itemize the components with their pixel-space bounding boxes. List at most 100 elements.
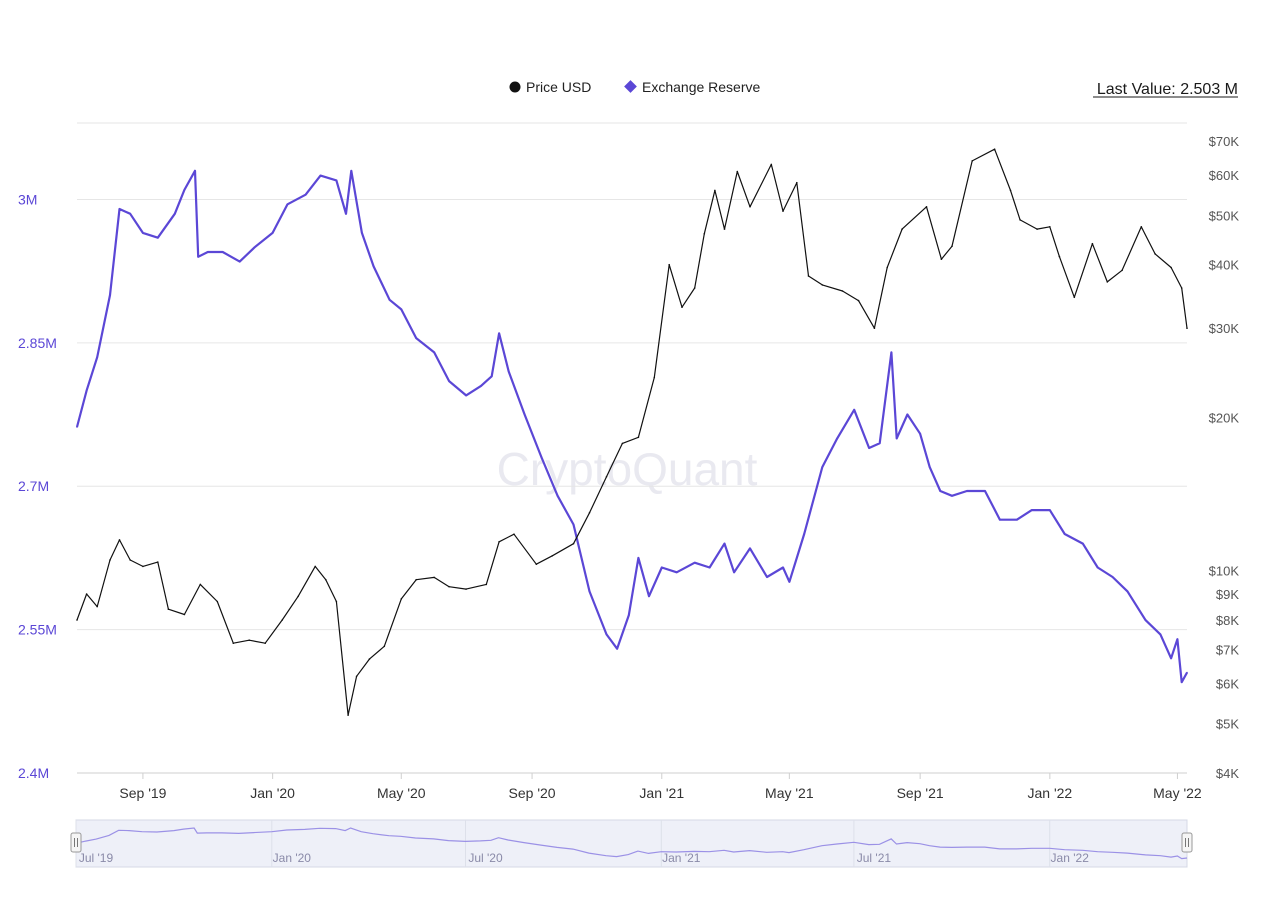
price-usd-point [355, 675, 358, 678]
exchange-reserve-point [895, 437, 898, 440]
price-usd-point [749, 206, 751, 208]
price-usd-line[interactable] [76, 148, 1188, 716]
y-right-tick-label: $6K [1216, 676, 1239, 691]
legend[interactable]: Price USD Exchange Reserve [509, 79, 761, 95]
exchange-reserve-point [1170, 657, 1172, 660]
exchange-reserve-point [448, 380, 450, 382]
exchange-reserve-point [118, 208, 121, 210]
exchange-reserve-point [836, 437, 838, 440]
price-usd-point [807, 275, 810, 277]
exchange-reserve-point [628, 614, 630, 617]
price-usd-point [448, 585, 450, 588]
series-price-usd[interactable] [76, 148, 1188, 716]
exchange-reserve-point [304, 193, 307, 196]
navigator-handle-right[interactable] [1181, 832, 1193, 853]
y-right-tick-label: $70K [1209, 134, 1240, 149]
x-axis: Sep '19 Jan '20 May '20 Sep '20 Jan '21 May '… [119, 773, 1202, 801]
last-value-readout[interactable]: Last Value: 2.503 M [1093, 81, 1238, 98]
exchange-reserve-point [1144, 619, 1147, 621]
price-usd-point [248, 639, 250, 641]
exchange-reserve-point [523, 413, 526, 416]
price-usd-point [335, 600, 338, 603]
exchange-reserve-point [361, 232, 363, 234]
exchange-reserve-point [85, 389, 88, 392]
exchange-reserve-point [221, 251, 224, 253]
price-usd-point [76, 619, 78, 621]
price-usd-point [325, 578, 327, 581]
exchange-reserve-point [157, 236, 159, 239]
price-usd-point [951, 245, 953, 247]
price-usd-point [297, 595, 299, 598]
exchange-reserve-point [821, 466, 824, 468]
y-left-tick-label: 2.4M [18, 765, 49, 781]
price-usd-point [993, 148, 996, 150]
price-usd-point [605, 476, 608, 478]
grid-lines [77, 122, 1187, 774]
watermark-text: CryptoQuant [497, 443, 758, 495]
exchange-reserve-point [433, 351, 436, 354]
x-tick-label: Sep '19 [119, 785, 166, 801]
exchange-reserve-point [142, 232, 144, 234]
exchange-reserve-line[interactable] [75, 169, 1188, 684]
y-left-tick-label: 2.7M [18, 478, 49, 494]
exchange-reserve-point [1031, 509, 1033, 511]
navigator-handle-left[interactable] [70, 832, 82, 853]
handle-right-box[interactable] [1181, 832, 1193, 853]
y-left-tick-label: 2.55M [18, 622, 57, 638]
price-usd-point [1180, 287, 1183, 289]
navigator-tick-label: Jan '20 [273, 851, 312, 865]
handle-left-box[interactable] [70, 832, 82, 853]
price-usd-point [736, 170, 739, 173]
series-exchange-reserve[interactable] [75, 169, 1188, 684]
price-usd-point [668, 263, 670, 266]
exchange-reserve-point [878, 442, 881, 445]
exchange-reserve-point [766, 576, 768, 578]
series-group[interactable] [75, 148, 1188, 716]
last-value-text: Last Value: 2.503 M [1097, 81, 1238, 98]
price-usd-point [971, 160, 973, 162]
exchange-reserve-point [906, 413, 909, 416]
price-usd-point [485, 583, 488, 586]
y-axis-right: $4K $5K $6K $7K $8K $9K $10K $20K $30K $40K $50K $6… [1209, 134, 1240, 781]
exchange-reserve-point [605, 633, 608, 636]
exchange-reserve-point [661, 566, 663, 569]
price-usd-point [873, 327, 876, 330]
navigator-series-line [75, 827, 1188, 860]
price-usd-point [1009, 189, 1012, 192]
price-usd-point [572, 542, 575, 545]
y-right-tick-label: $8K [1216, 613, 1239, 628]
range-navigator[interactable]: Jul '19 Jan '20 Jul '20 Jan '21 Jul '21 Jan '… [70, 819, 1193, 868]
exchange-reserve-point [966, 490, 968, 492]
price-usd-point [886, 266, 888, 269]
price-usd-point [940, 258, 943, 261]
legend-item-price[interactable]: Price USD [509, 79, 592, 95]
price-usd-point [821, 284, 824, 286]
price-usd-point [901, 228, 903, 230]
y-right-tick-label: $4K [1216, 766, 1239, 781]
exchange-reserve-point [415, 337, 418, 339]
price-usd-point [1121, 269, 1123, 272]
exchange-reserve-point [1111, 576, 1114, 578]
exchange-reserve-point [319, 174, 322, 177]
exchange-reserve-point [637, 557, 640, 559]
price-usd-point [118, 539, 121, 541]
navigator-tick-label: Jul '20 [468, 851, 503, 865]
exchange-reserve-point [129, 213, 131, 215]
price-usd-point [465, 588, 467, 590]
legend-label-reserve: Exchange Reserve [642, 79, 761, 95]
price-usd-point [513, 533, 515, 535]
reserve-legend-marker-icon [624, 80, 637, 93]
price-usd-point [96, 605, 98, 608]
y-right-tick-label: $10K [1209, 564, 1240, 579]
navigator-tick-label: Jul '21 [857, 851, 892, 865]
price-usd-point [723, 228, 726, 230]
x-tick-label: May '22 [1153, 785, 1202, 801]
exchange-reserve-point [733, 571, 735, 574]
price-usd-point [1036, 228, 1038, 230]
exchange-reserve-point [1063, 533, 1066, 535]
exchange-reserve-point [400, 308, 403, 311]
exchange-reserve-point [271, 232, 274, 234]
legend-item-reserve[interactable]: Exchange Reserve [624, 79, 761, 95]
y-right-tick-label: $30K [1209, 321, 1240, 336]
price-usd-point [109, 559, 111, 561]
